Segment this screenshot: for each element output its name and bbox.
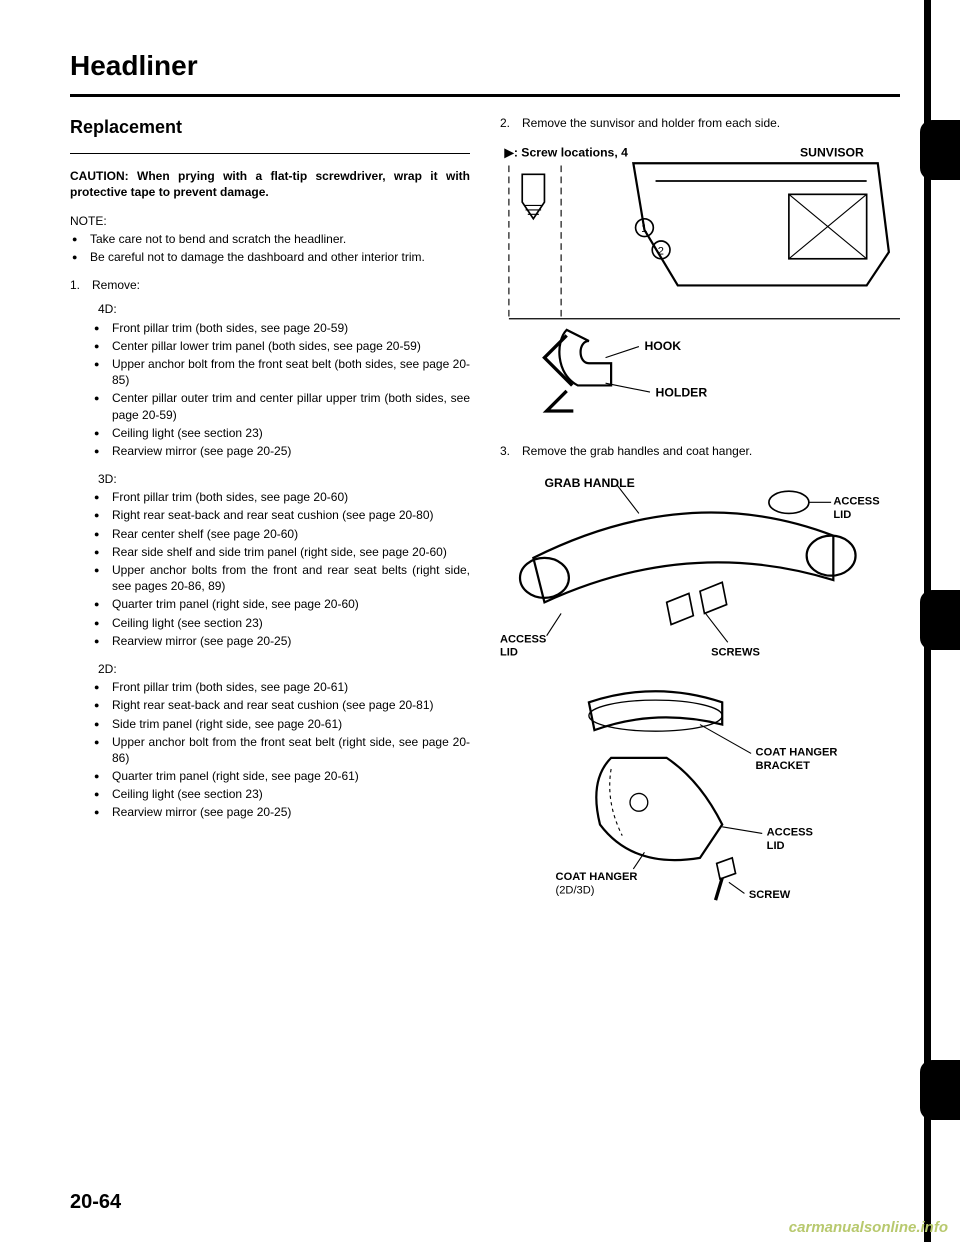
step-list-right: 2. Remove the sunvisor and holder from e… — [500, 115, 900, 131]
step-list-right-2: 3. Remove the grab handles and coat hang… — [500, 443, 900, 459]
list-item: Rear center shelf (see page 20-60) — [106, 526, 470, 542]
holder-label: HOLDER — [656, 386, 708, 400]
step-number: 2. — [500, 115, 510, 131]
step-number: 3. — [500, 443, 510, 459]
note-item: Take care not to bend and scratch the he… — [84, 231, 470, 247]
list-item: Right rear seat-back and rear seat cushi… — [106, 697, 470, 713]
list-item: Rear side shelf and side trim panel (rig… — [106, 544, 470, 560]
svg-text:LID: LID — [767, 840, 785, 852]
binder-edge — [924, 0, 960, 1242]
coat-hanger-sublabel: (2D/3D) — [556, 885, 595, 897]
group-4d-list: Front pillar trim (both sides, see page … — [92, 320, 470, 460]
list-item: Side trim panel (right side, see page 20… — [106, 716, 470, 732]
list-item: Right rear seat-back and rear seat cushi… — [106, 507, 470, 523]
step-text: Remove the grab handles and coat hanger. — [522, 444, 752, 458]
list-item: Ceiling light (see section 23) — [106, 615, 470, 631]
screw-label: SCREW — [749, 889, 791, 901]
svg-text:2: 2 — [658, 246, 664, 258]
screws-label: SCREWS — [711, 647, 760, 659]
step-1: 1. Remove: 4D: Front pillar trim (both s… — [92, 277, 470, 820]
group-2d-list: Front pillar trim (both sides, see page … — [92, 679, 470, 821]
group-label-3d: 3D: — [92, 471, 470, 487]
grab-handle-label: GRAB HANDLE — [544, 476, 634, 490]
list-item: Quarter trim panel (right side, see page… — [106, 596, 470, 612]
hook-label: HOOK — [644, 339, 681, 353]
svg-text:BRACKET: BRACKET — [756, 760, 811, 772]
section-subtitle: Replacement — [70, 115, 470, 139]
list-item: Upper anchor bolts from the front and re… — [106, 562, 470, 594]
list-item: Rearview mirror (see page 20-25) — [106, 633, 470, 649]
svg-text:LID: LID — [500, 647, 518, 659]
list-item: Upper anchor bolt from the front seat be… — [106, 734, 470, 766]
step-2: 2. Remove the sunvisor and holder from e… — [522, 115, 900, 131]
list-item: Upper anchor bolt from the front seat be… — [106, 356, 470, 388]
page-number: 20-64 — [70, 1191, 121, 1214]
left-column: Replacement CAUTION: When prying with a … — [70, 115, 470, 927]
two-column-layout: Replacement CAUTION: When prying with a … — [70, 115, 900, 927]
list-item: Ceiling light (see section 23) — [106, 425, 470, 441]
page-content: Headliner Replacement CAUTION: When pryi… — [0, 0, 960, 1242]
group-3d-list: Front pillar trim (both sides, see page … — [92, 489, 470, 649]
list-item: Quarter trim panel (right side, see page… — [106, 768, 470, 784]
step-3: 3. Remove the grab handles and coat hang… — [522, 443, 900, 459]
subtitle-rule — [70, 153, 470, 154]
binder-tab — [920, 120, 960, 180]
note-label: NOTE: — [70, 213, 470, 229]
list-item: Center pillar lower trim panel (both sid… — [106, 338, 470, 354]
svg-text:LID: LID — [833, 509, 851, 521]
step-text: Remove: — [92, 278, 140, 292]
step-text: Remove the sunvisor and holder from each… — [522, 116, 780, 130]
list-item: Rearview mirror (see page 20-25) — [106, 804, 470, 820]
step-list-left: 1. Remove: 4D: Front pillar trim (both s… — [70, 277, 470, 820]
list-item: Ceiling light (see section 23) — [106, 786, 470, 802]
coat-hanger-label: COAT HANGER — [556, 871, 638, 883]
grab-handle-diagram: GRAB HANDLE ACCESS LID ACCESS LID — [500, 469, 900, 902]
right-column: 2. Remove the sunvisor and holder from e… — [500, 115, 900, 927]
note-item: Be careful not to damage the dashboard a… — [84, 249, 470, 265]
list-item: Center pillar outer trim and center pill… — [106, 390, 470, 422]
watermark: carmanualsonline.info — [789, 1219, 948, 1236]
screw-locations-label: ▶: Screw locations, 4 — [503, 146, 628, 160]
sunvisor-diagram: ▶: Screw locations, 4 SUNVISOR 1 2 — [500, 141, 900, 419]
binder-tab — [920, 590, 960, 650]
svg-text:1: 1 — [641, 223, 647, 235]
list-item: Rearview mirror (see page 20-25) — [106, 443, 470, 459]
title-rule — [70, 94, 900, 97]
group-label-4d: 4D: — [92, 301, 470, 317]
access-lid-label-3: ACCESS — [767, 827, 813, 839]
caution-text: CAUTION: When prying with a flat-tip scr… — [70, 168, 470, 200]
figure-grab-handle: GRAB HANDLE ACCESS LID ACCESS LID — [500, 469, 900, 907]
page-title: Headliner — [70, 50, 900, 82]
list-item: Front pillar trim (both sides, see page … — [106, 320, 470, 336]
note-list: Take care not to bend and scratch the he… — [70, 231, 470, 265]
binder-tab — [920, 1060, 960, 1120]
figure-sunvisor: ▶: Screw locations, 4 SUNVISOR 1 2 — [500, 141, 900, 423]
coat-hanger-bracket-label: COAT HANGER — [756, 747, 838, 759]
access-lid-label-2: ACCESS — [500, 634, 546, 646]
sunvisor-label: SUNVISOR — [800, 146, 864, 160]
step-number: 1. — [70, 277, 80, 293]
access-lid-label: ACCESS — [833, 496, 879, 508]
group-label-2d: 2D: — [92, 661, 470, 677]
list-item: Front pillar trim (both sides, see page … — [106, 679, 470, 695]
list-item: Front pillar trim (both sides, see page … — [106, 489, 470, 505]
